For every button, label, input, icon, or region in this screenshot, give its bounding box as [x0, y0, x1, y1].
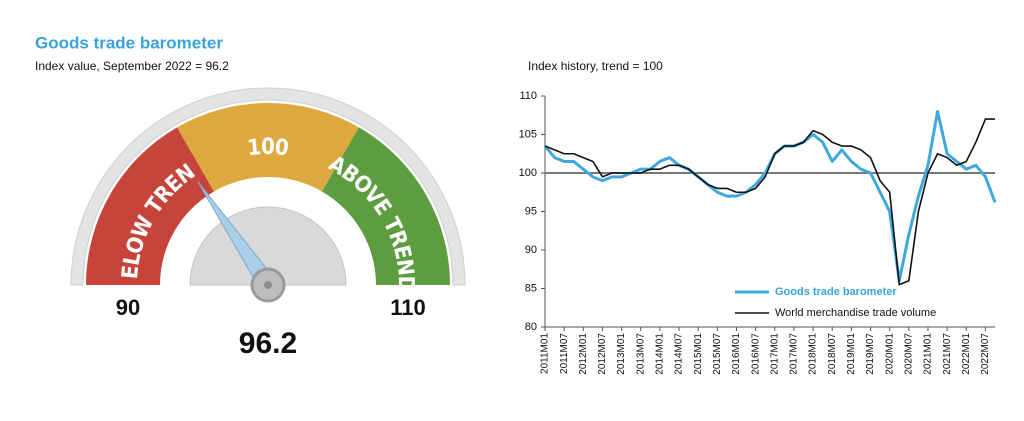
band-label: 100: [246, 135, 290, 161]
x-tick-label: 2020M01: [884, 333, 895, 375]
x-tick-label: 2011M01: [540, 333, 551, 374]
series-line: [544, 118, 995, 286]
x-tick-label: 2012M07: [597, 333, 608, 375]
x-tick-label: 2015M07: [712, 333, 723, 375]
x-tick-label: 2018M07: [827, 333, 838, 375]
x-tick-label: 2019M01: [846, 333, 857, 375]
gauge-value: 96.2: [239, 327, 297, 360]
x-tick-label: 2022M01: [961, 333, 972, 375]
gauge-band: [177, 103, 359, 192]
x-tick-label: 2017M01: [769, 333, 780, 375]
x-tick-label: 2020M07: [903, 333, 914, 375]
gauge-title: Goods trade barometer: [35, 33, 223, 52]
x-tick-label: 2013M01: [616, 333, 627, 375]
y-tick-label: 105: [519, 128, 537, 140]
legend-label: Goods trade barometer: [775, 286, 897, 298]
y-tick-label: 95: [525, 205, 537, 217]
gauge-subtitle: Index value, September 2022 = 96.2: [35, 59, 229, 73]
gauge-tick-label: 110: [390, 295, 426, 320]
y-tick-label: 110: [519, 90, 537, 102]
line-title: Index history, trend = 100: [528, 59, 663, 73]
x-tick-label: 2019M07: [865, 333, 876, 375]
x-tick-label: 2014M07: [674, 333, 685, 375]
gauge-band: [321, 127, 450, 285]
band-label-text: 100: [246, 135, 290, 161]
gauge-tick-label: 90: [116, 295, 140, 320]
y-tick-label: 90: [525, 244, 537, 256]
series-line: [543, 109, 997, 283]
gauge-rim: [70, 87, 466, 286]
x-tick-label: 2015M01: [693, 333, 704, 375]
x-tick-label: 2017M07: [789, 333, 800, 375]
x-tick-label: 2011M07: [559, 333, 570, 374]
legend-label: World merchandise trade volume: [775, 307, 936, 319]
x-tick-label: 2012M01: [578, 333, 589, 375]
needle-hub-center: [264, 281, 272, 289]
y-tick-label: 85: [525, 282, 537, 294]
x-tick-label: 2016M01: [731, 333, 742, 375]
y-tick-label: 100: [519, 167, 537, 179]
gauge-band: [86, 127, 215, 285]
x-tick-label: 2021M01: [923, 333, 934, 375]
x-tick-label: 2018M01: [808, 333, 819, 375]
x-tick-label: 2021M07: [942, 333, 953, 375]
x-tick-label: 2013M07: [635, 333, 646, 375]
x-tick-label: 2022M07: [980, 333, 991, 375]
x-tick-label: 2014M01: [655, 333, 666, 375]
y-tick-label: 80: [525, 321, 537, 333]
x-tick-label: 2016M07: [750, 333, 761, 375]
